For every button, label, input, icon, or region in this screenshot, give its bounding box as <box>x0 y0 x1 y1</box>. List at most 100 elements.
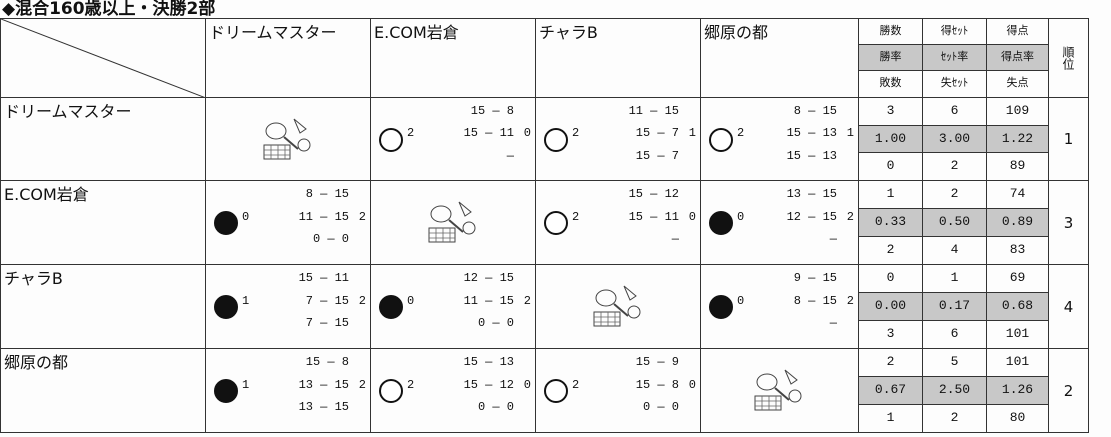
stat-value: 0 <box>886 158 895 174</box>
match-cell: 15 — 13 15 — 12 0 — 0 2 0 <box>370 348 536 433</box>
match-cell <box>700 348 859 433</box>
result-circle <box>379 295 403 319</box>
game-score: 15 — 8 <box>305 355 349 369</box>
stat-cell: 2.50 <box>922 376 987 405</box>
match-cell: 9 — 15 8 — 15 — 0 2 <box>700 264 859 349</box>
result-circle <box>379 379 403 403</box>
stat-value: 2 <box>886 242 895 257</box>
stat-cell: 0 <box>858 264 923 293</box>
stat-cell: 83 <box>986 236 1049 265</box>
game-score: 15 — 12 <box>463 377 514 392</box>
stat-header-label: 得点率 <box>1001 50 1034 63</box>
game-score: 13 — 15 <box>298 377 349 392</box>
team-header: ドリームマスター <box>205 18 371 98</box>
stat-value: 1.00 <box>874 130 907 146</box>
sets-for: 2 <box>572 209 580 224</box>
match-cell: 13 — 15 12 — 15 — 0 2 <box>700 180 859 265</box>
stat-value: 3.00 <box>938 130 971 146</box>
match-cell: 15 — 8 15 — 11 — 2 0 <box>370 97 536 181</box>
game-score: 12 — 15 <box>463 271 514 285</box>
stat-header-label: 敗数 <box>879 76 902 89</box>
game-score: 0 — 0 <box>642 400 679 415</box>
stat-value: 6 <box>950 103 959 118</box>
rank-header-label: 順位 <box>1061 46 1075 70</box>
team-row-header: 郷原の都 <box>0 348 206 433</box>
game-score: 15 — 11 <box>298 271 349 285</box>
stat-header: 得点率 <box>986 44 1049 71</box>
sets-for: 2 <box>407 377 415 392</box>
match-cell: 15 — 8 13 — 15 13 — 15 1 2 <box>205 348 371 433</box>
match-cell: 11 — 15 15 — 7 15 — 7 2 1 <box>535 97 701 181</box>
stat-value: 69 <box>1009 270 1026 285</box>
stat-value: 0.68 <box>1001 298 1034 313</box>
stat-value: 89 <box>1009 158 1026 174</box>
game-score: 8 — 15 <box>793 104 837 118</box>
stat-header: 失点 <box>986 70 1049 98</box>
team-header-label: チャラB <box>539 23 598 42</box>
stat-cell: 3.00 <box>922 124 987 154</box>
stat-cell: 0.68 <box>986 292 1049 321</box>
sets-against: 2 <box>846 293 854 308</box>
team-row-header: チャラB <box>0 264 206 349</box>
sets-against: 2 <box>358 209 366 224</box>
team-header-label: 郷原の都 <box>704 23 769 42</box>
sets-for: 0 <box>407 293 415 308</box>
stat-value: 5 <box>950 354 959 369</box>
stat-value: 109 <box>1005 103 1030 118</box>
stat-cell: 4 <box>922 236 987 265</box>
stat-value: 0.33 <box>874 214 907 229</box>
stat-cell: 1 <box>922 264 987 293</box>
title: ◆混合160歳以上・決勝2部 <box>2 0 216 19</box>
game-score: 15 — 7 <box>635 148 679 163</box>
match-cell: 15 — 9 15 — 8 0 — 0 2 0 <box>535 348 701 433</box>
badminton-icon <box>754 369 802 411</box>
stat-value: 0.50 <box>938 214 971 229</box>
sets-for: 2 <box>572 126 580 141</box>
stat-header-label: 勝数 <box>879 24 902 37</box>
stat-value: 4 <box>950 242 959 257</box>
game-score: 8 — 15 <box>305 187 349 201</box>
rank-value: 3 <box>1063 213 1074 232</box>
game-score: 9 — 15 <box>793 271 837 285</box>
team-name: チャラB <box>4 269 63 288</box>
stat-value: 101 <box>1005 354 1030 369</box>
match-cell: 15 — 11 7 — 15 7 — 15 1 2 <box>205 264 371 349</box>
team-header-label: ドリームマスター <box>209 23 337 42</box>
team-row-header: ドリームマスター <box>0 97 206 181</box>
stat-value: 2 <box>886 354 895 369</box>
game-score: 0 — 0 <box>477 316 514 331</box>
rank-cell: 3 <box>1048 180 1089 265</box>
stat-cell: 0.67 <box>858 376 923 405</box>
team-header: 郷原の都 <box>700 18 859 98</box>
result-circle <box>379 127 403 152</box>
stat-value: 1 <box>886 186 895 201</box>
game-score: 15 — 11 <box>628 209 679 224</box>
game-score: — <box>671 232 679 247</box>
result-circle <box>544 379 568 403</box>
stat-cell: 80 <box>986 404 1049 433</box>
stat-cell: 3 <box>858 320 923 349</box>
stat-cell: 2 <box>858 348 923 377</box>
stat-cell: 0.50 <box>922 208 987 237</box>
stat-cell: 3 <box>858 97 923 126</box>
game-score: 15 — 13 <box>786 148 837 163</box>
stat-header-label: 得ｾｯﾄ <box>940 24 969 37</box>
stat-value: 0.89 <box>1001 214 1034 229</box>
stat-cell: 2 <box>922 404 987 433</box>
stat-value: 0.00 <box>874 298 907 313</box>
stat-value: 3 <box>886 326 895 341</box>
game-score: 15 — 8 <box>470 104 514 118</box>
match-cell: 8 — 15 11 — 15 0 — 0 0 2 <box>205 180 371 265</box>
game-score: 7 — 15 <box>305 293 349 308</box>
rank-cell: 2 <box>1048 348 1089 433</box>
sets-against: 0 <box>523 126 531 141</box>
stat-header: 失ｾｯﾄ <box>922 70 987 98</box>
sets-against: 1 <box>846 126 854 141</box>
stat-cell: 0.00 <box>858 292 923 321</box>
match-cell: 12 — 15 11 — 15 0 — 0 0 2 <box>370 264 536 349</box>
stat-cell: 69 <box>986 264 1049 293</box>
stat-header: 勝数 <box>858 18 923 45</box>
stat-header: 敗数 <box>858 70 923 98</box>
stat-header-label: 失点 <box>1006 76 1029 89</box>
badminton-icon <box>593 285 640 327</box>
